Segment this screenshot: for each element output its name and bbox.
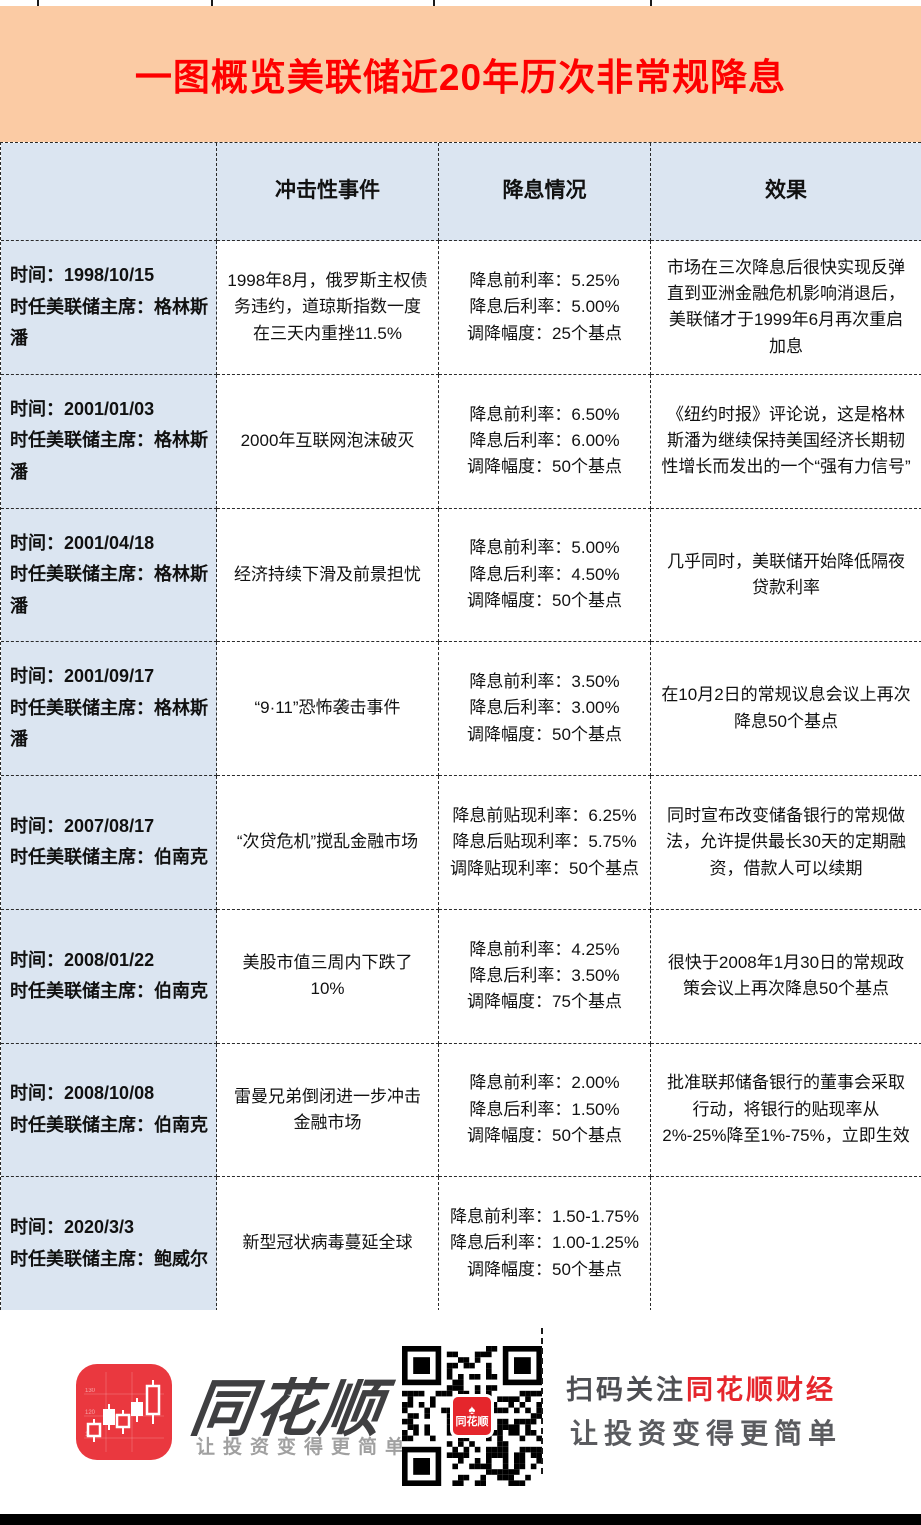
effect-cell: 在10月2日的常规议息会议上再次降息50个基点: [651, 642, 921, 776]
rate-before: 降息前利率：5.00%: [469, 538, 620, 558]
scan-prompt: 扫码关注同花顺财经: [566, 1368, 836, 1407]
brand-slogan: 让投资变得更简单: [196, 1437, 413, 1458]
event-cell: 美股市值三周内下跌了10%: [217, 909, 439, 1044]
bottom-bar: [0, 1514, 921, 1525]
footer-slogan: 让投资变得更简单: [570, 1418, 843, 1449]
row-header-cell: 时间：2001/01/03 时任美联储主席：格林斯潘: [1, 374, 217, 509]
scan-prompt-brand: 同花顺财经: [686, 1375, 836, 1405]
rate-cell: 降息前利率：1.50-1.75% 降息后利率：1.00-1.25% 调降幅度：5…: [439, 1177, 651, 1311]
rate-before: 降息前利率：4.25%: [469, 939, 620, 959]
rate-after: 降息后利率：3.00%: [469, 698, 620, 718]
rate-change: 调降幅度：50个基点: [467, 591, 622, 611]
rate-before: 降息前利率：3.50%: [469, 672, 620, 692]
row-chair: 时任美联储主席：格林斯潘: [10, 296, 208, 349]
rate-change: 调降贴现利率：50个基点: [450, 858, 639, 878]
qr-center-logo: ♠ 同花顺: [450, 1394, 494, 1438]
ths-app-icon: 130120110: [76, 1364, 172, 1460]
rate-after: 降息后利率：1.00-1.25%: [450, 1233, 639, 1253]
corner-header-cell: [1, 143, 217, 241]
qr-code: ♠ 同花顺: [401, 1345, 542, 1486]
rate-before: 降息前利率：5.25%: [469, 270, 620, 290]
rate-cell: 降息前利率：6.50% 降息后利率：6.00% 调降幅度：50个基点: [439, 374, 651, 509]
qr-logo-text: 同花顺: [455, 1416, 489, 1429]
effect-cell: 《纽约时报》评论说，这是格林斯潘为继续保持美国经济长期韧性增长而发出的一个“强有…: [651, 374, 921, 509]
row-chair: 时任美联储主席：伯南克: [10, 847, 208, 868]
border-tick: [37, 0, 39, 7]
event-cell: “9·11”恐怖袭击事件: [217, 642, 439, 776]
effect-cell: 市场在三次降息后很快实现反弹直到亚洲金融危机影响消退后，美联储才于1999年6月…: [651, 241, 921, 375]
rate-after: 降息后贴现利率：5.75%: [452, 832, 637, 852]
row-header-cell: 时间：2020/3/3 时任美联储主席：鲍威尔: [1, 1177, 217, 1311]
border-tick: [650, 0, 652, 7]
svg-text:120: 120: [85, 1410, 96, 1416]
title-banner: 一图概览美联储近20年历次非常规降息: [0, 6, 921, 142]
rate-change: 调降幅度：50个基点: [467, 1126, 622, 1146]
rate-after: 降息后利率：4.50%: [469, 564, 620, 584]
row-time: 时间：1998/10/15: [10, 265, 155, 286]
row-time: 时间：2020/3/3: [10, 1217, 135, 1238]
svg-text:130: 130: [85, 1388, 96, 1394]
border-tick: [211, 0, 213, 7]
row-chair: 时任美联储主席：格林斯潘: [10, 430, 208, 482]
row-time: 时间：2008/10/08: [10, 1083, 155, 1104]
effect-cell: 很快于2008年1月30日的常规政策会议上再次降息50个基点: [651, 909, 921, 1044]
qr-logo-fan-icon: ♠: [468, 1402, 476, 1418]
row-chair: 时任美联储主席：鲍威尔: [10, 1248, 208, 1269]
dashed-divider: [541, 1328, 543, 1474]
border-tick: [433, 0, 435, 7]
row-header-cell: 时间：2001/04/18 时任美联储主席：格林斯潘: [1, 508, 217, 643]
rate-cell: 降息前利率：2.00% 降息后利率：1.50% 调降幅度：50个基点: [439, 1043, 651, 1178]
row-time: 时间：2007/08/17: [10, 815, 155, 836]
rate-change: 调降幅度：50个基点: [467, 457, 622, 477]
rate-after: 降息后利率：1.50%: [469, 1099, 620, 1119]
rate-change: 调降幅度：25个基点: [467, 323, 622, 343]
rate-cell: 降息前利率：5.00% 降息后利率：4.50% 调降幅度：50个基点: [439, 508, 651, 643]
rate-before: 降息前利率：2.00%: [469, 1073, 620, 1093]
scan-prompt-prefix: 扫码关注: [566, 1375, 686, 1405]
row-header-cell: 时间：2008/01/22 时任美联储主席：伯南克: [1, 909, 217, 1044]
event-cell: 经济持续下滑及前景担忧: [217, 508, 439, 643]
row-header-cell: 时间：1998/10/15 时任美联储主席：格林斯潘: [1, 241, 217, 375]
rate-change: 调降幅度：50个基点: [467, 724, 622, 744]
column-header-cut: 降息情况: [439, 143, 651, 241]
row-time: 时间：2008/01/22: [10, 949, 155, 970]
event-cell: “次贷危机”搅乱金融市场: [217, 776, 439, 910]
event-cell: 1998年8月，俄罗斯主权债务违约，道琼斯指数一度在三天内重挫11.5%: [217, 241, 439, 375]
row-chair: 时任美联储主席：伯南克: [10, 1114, 208, 1135]
rate-after: 降息后利率：3.50%: [469, 965, 620, 985]
event-cell: 2000年互联网泡沫破灭: [217, 374, 439, 509]
row-time: 时间：2001/09/17: [10, 666, 155, 687]
row-header-cell: 时间：2007/08/17 时任美联储主席：伯南克: [1, 776, 217, 910]
event-cell: 雷曼兄弟倒闭进一步冲击金融市场: [217, 1043, 439, 1178]
event-cell: 新型冠状病毒蔓延全球: [217, 1177, 439, 1311]
row-chair: 时任美联储主席：格林斯潘: [10, 697, 208, 750]
effect-cell: [651, 1177, 921, 1311]
fed-rate-cut-table: 冲击性事件 降息情况 效果 时间：1998/10/15 时任美联储主席：格林斯潘…: [0, 142, 921, 1311]
rate-after: 降息后利率：5.00%: [469, 297, 620, 317]
effect-cell: 几乎同时，美联储开始降低隔夜贷款利率: [651, 508, 921, 643]
row-header-cell: 时间：2001/09/17 时任美联储主席：格林斯潘: [1, 642, 217, 776]
column-header-effect: 效果: [651, 143, 921, 241]
rate-after: 降息后利率：6.00%: [469, 430, 620, 450]
row-chair: 时任美联储主席：伯南克: [10, 981, 208, 1002]
rate-cell: 降息前利率：5.25% 降息后利率：5.00% 调降幅度：25个基点: [439, 241, 651, 375]
rate-before: 降息前利率：1.50-1.75%: [450, 1207, 639, 1227]
rate-cell: 降息前利率：3.50% 降息后利率：3.00% 调降幅度：50个基点: [439, 642, 651, 776]
effect-cell: 批准联邦储备银行的董事会采取行动，将银行的贴现率从2%-25%降至1%-75%，…: [651, 1043, 921, 1178]
rate-change: 调降幅度：50个基点: [467, 1259, 622, 1279]
row-time: 时间：2001/04/18: [10, 532, 155, 553]
rate-cell: 降息前利率：4.25% 降息后利率：3.50% 调降幅度：75个基点: [439, 909, 651, 1044]
rate-before: 降息前贴现利率：6.25%: [452, 805, 637, 825]
column-header-event: 冲击性事件: [217, 143, 439, 241]
row-header-cell: 时间：2008/10/08 时任美联储主席：伯南克: [1, 1043, 217, 1178]
rate-change: 调降幅度：75个基点: [467, 992, 622, 1012]
row-time: 时间：2001/01/03: [10, 398, 155, 419]
rate-before: 降息前利率：6.50%: [469, 404, 620, 424]
rate-cell: 降息前贴现利率：6.25% 降息后贴现利率：5.75% 调降贴现利率：50个基点: [439, 776, 651, 910]
page-title: 一图概览美联储近20年历次非常规降息: [134, 57, 787, 98]
footer: 130120110 同花顺 让投资变得更简单: [0, 1310, 921, 1514]
row-chair: 时任美联储主席：格林斯潘: [10, 564, 208, 616]
effect-cell: 同时宣布改变储备银行的常规做法，允许提供最长30天的定期融资，借款人可以续期: [651, 776, 921, 910]
